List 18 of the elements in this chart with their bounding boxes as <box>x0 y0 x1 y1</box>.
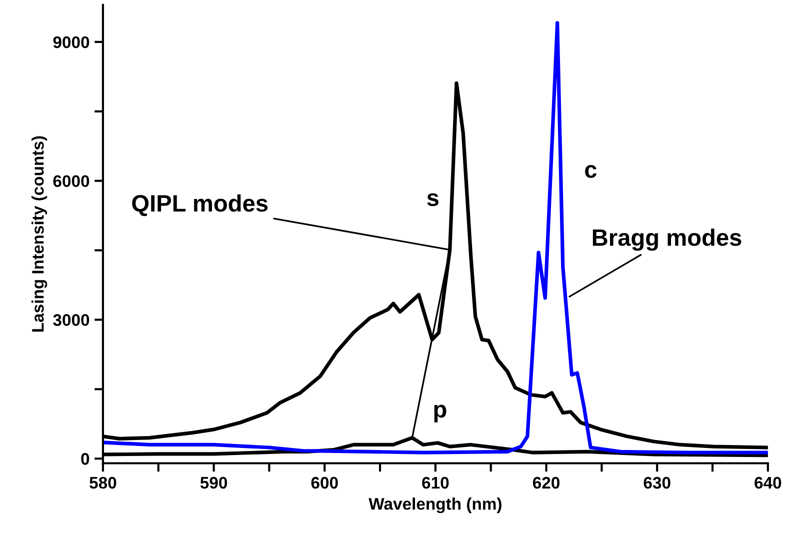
y-tick-label: 3000 <box>53 314 90 326</box>
y-tick-label: 6000 <box>53 175 90 188</box>
x-tick-label: 590 <box>200 476 228 489</box>
x-tick-label: 610 <box>422 476 449 489</box>
series-label: c <box>585 164 597 178</box>
x-tick-label: 620 <box>532 476 560 489</box>
x-tick-label: 600 <box>311 476 338 489</box>
y-tick-label: 0 <box>81 453 90 465</box>
annotation: QIPL modes <box>132 194 268 216</box>
x-tick-label: 640 <box>754 476 782 489</box>
series-label: s <box>427 193 438 206</box>
x-tick-label: 630 <box>644 476 670 489</box>
y-tick-label: 9000 <box>53 36 90 48</box>
x-axis-title: Wavelength (nm) <box>368 498 502 514</box>
y-axis-title: Lasing Intensity (counts) <box>32 136 48 332</box>
series-label: p <box>434 404 446 422</box>
x-tick-label: 580 <box>90 476 116 489</box>
annotation: Bragg modes <box>592 228 742 251</box>
